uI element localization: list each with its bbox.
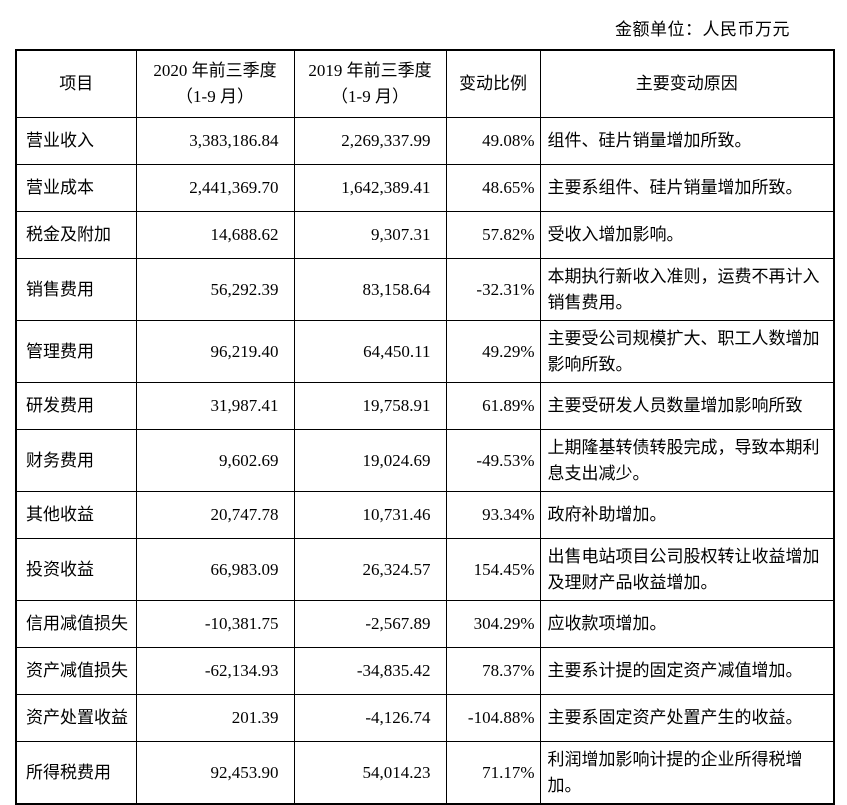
- cell-2019: -4,126.74: [293, 694, 447, 742]
- cell-2020: 96,219.40: [135, 320, 295, 383]
- cell-item: 信用减值损失: [15, 600, 137, 648]
- cell-change: -49.53%: [445, 429, 541, 492]
- cell-item: 营业成本: [15, 164, 137, 212]
- cell-item: 税金及附加: [15, 211, 137, 259]
- cell-2019: 19,024.69: [293, 429, 447, 492]
- column-header-2020: 2020 年前三季度 （1-9 月）: [135, 49, 295, 118]
- cell-reason: 上期隆基转债转股完成，导致本期利息支出减少。: [539, 429, 835, 492]
- column-header-2020-line2: （1-9 月）: [176, 87, 254, 106]
- column-header-reason: 主要变动原因: [539, 49, 835, 118]
- cell-reason: 组件、硅片销量增加所致。: [539, 117, 835, 165]
- cell-2019: 9,307.31: [293, 211, 447, 259]
- table-header-row: 项目 2020 年前三季度 （1-9 月） 2019 年前三季度 （1-9 月）…: [15, 49, 835, 118]
- cell-reason: 主要受研发人员数量增加影响所致: [539, 382, 835, 430]
- table-row: 税金及附加 14,688.62 9,307.31 57.82% 受收入增加影响。: [15, 211, 835, 259]
- cell-2020: 9,602.69: [135, 429, 295, 492]
- column-header-2019-line1: 2019 年前三季度: [308, 60, 432, 80]
- cell-2019: -34,835.42: [293, 647, 447, 695]
- cell-item: 资产处置收益: [15, 694, 137, 742]
- cell-item: 研发费用: [15, 382, 137, 430]
- cell-reason: 利润增加影响计提的企业所得税增加。: [539, 741, 835, 805]
- cell-reason: 主要系计提的固定资产减值增加。: [539, 647, 835, 695]
- table-row: 销售费用 56,292.39 83,158.64 -32.31% 本期执行新收入准则，运…: [15, 258, 835, 321]
- cell-2019: 19,758.91: [293, 382, 447, 430]
- cell-change: 49.29%: [445, 320, 541, 383]
- cell-reason: 受收入增加影响。: [539, 211, 835, 259]
- cell-change: -32.31%: [445, 258, 541, 321]
- table-row: 营业收入 3,383,186.84 2,269,337.99 49.08% 组件、硅片销…: [15, 117, 835, 165]
- table-row: 所得税费用 92,453.90 54,014.23 71.17% 利润增加影响计提的企业…: [15, 741, 835, 805]
- cell-item: 管理费用: [15, 320, 137, 383]
- column-header-2019-line2: （1-9 月）: [331, 87, 409, 106]
- cell-change: 49.08%: [445, 117, 541, 165]
- cell-change: 71.17%: [445, 741, 541, 805]
- table-row: 信用减值损失 -10,381.75 -2,567.89 304.29% 应收款项增加。: [15, 600, 835, 648]
- cell-item: 营业收入: [15, 117, 137, 165]
- cell-2020: -10,381.75: [135, 600, 295, 648]
- cell-change: 48.65%: [445, 164, 541, 212]
- table-body: 营业收入 3,383,186.84 2,269,337.99 49.08% 组件、硅片销…: [15, 117, 835, 805]
- cell-change: 61.89%: [445, 382, 541, 430]
- cell-2020: 14,688.62: [135, 211, 295, 259]
- cell-2019: 54,014.23: [293, 741, 447, 805]
- cell-item: 其他收益: [15, 491, 137, 539]
- column-header-2019: 2019 年前三季度 （1-9 月）: [293, 49, 447, 118]
- column-header-item: 项目: [15, 49, 137, 118]
- cell-2019: 83,158.64: [293, 258, 447, 321]
- table-row: 管理费用 96,219.40 64,450.11 49.29% 主要受公司规模扩大、职工…: [15, 320, 835, 383]
- cell-2019: 26,324.57: [293, 538, 447, 601]
- table-row: 研发费用 31,987.41 19,758.91 61.89% 主要受研发人员数量增加影…: [15, 382, 835, 430]
- cell-reason: 政府补助增加。: [539, 491, 835, 539]
- cell-2020: 31,987.41: [135, 382, 295, 430]
- cell-2020: 201.39: [135, 694, 295, 742]
- cell-reason: 主要系组件、硅片销量增加所致。: [539, 164, 835, 212]
- cell-reason: 本期执行新收入准则，运费不再计入销售费用。: [539, 258, 835, 321]
- cell-item: 财务费用: [15, 429, 137, 492]
- cell-2020: -62,134.93: [135, 647, 295, 695]
- column-header-2020-line1: 2020 年前三季度: [153, 60, 277, 80]
- amount-unit-note: 金额单位：人民币万元: [615, 20, 790, 39]
- cell-2019: 1,642,389.41: [293, 164, 447, 212]
- cell-2020: 92,453.90: [135, 741, 295, 805]
- cell-2020: 66,983.09: [135, 538, 295, 601]
- cell-reason: 出售电站项目公司股权转让收益增加及理财产品收益增加。: [539, 538, 835, 601]
- table-row: 财务费用 9,602.69 19,024.69 -49.53% 上期隆基转债转股完成，导…: [15, 429, 835, 492]
- table-row: 营业成本 2,441,369.70 1,642,389.41 48.65% 主要系组件、…: [15, 164, 835, 212]
- cell-2020: 2,441,369.70: [135, 164, 295, 212]
- cell-item: 资产减值损失: [15, 647, 137, 695]
- cell-change: 154.45%: [445, 538, 541, 601]
- cell-2019: -2,567.89: [293, 600, 447, 648]
- cell-change: 93.34%: [445, 491, 541, 539]
- cell-item: 投资收益: [15, 538, 137, 601]
- cell-2020: 56,292.39: [135, 258, 295, 321]
- cell-reason: 主要受公司规模扩大、职工人数增加影响所致。: [539, 320, 835, 383]
- column-header-change: 变动比例: [445, 49, 541, 118]
- cell-2020: 3,383,186.84: [135, 117, 295, 165]
- cell-2020: 20,747.78: [135, 491, 295, 539]
- cell-reason: 主要系固定资产处置产生的收益。: [539, 694, 835, 742]
- cell-change: -104.88%: [445, 694, 541, 742]
- table-row: 资产减值损失 -62,134.93 -34,835.42 78.37% 主要系计提的固定…: [15, 647, 835, 695]
- cell-2019: 2,269,337.99: [293, 117, 447, 165]
- cell-change: 57.82%: [445, 211, 541, 259]
- cell-reason: 应收款项增加。: [539, 600, 835, 648]
- cell-2019: 64,450.11: [293, 320, 447, 383]
- table-row: 资产处置收益 201.39 -4,126.74 -104.88% 主要系固定资产处置产生…: [15, 694, 835, 742]
- table-row: 其他收益 20,747.78 10,731.46 93.34% 政府补助增加。: [15, 491, 835, 539]
- cell-item: 销售费用: [15, 258, 137, 321]
- cell-change: 78.37%: [445, 647, 541, 695]
- cell-change: 304.29%: [445, 600, 541, 648]
- financial-changes-table: 项目 2020 年前三季度 （1-9 月） 2019 年前三季度 （1-9 月）…: [15, 49, 835, 805]
- cell-item: 所得税费用: [15, 741, 137, 805]
- table-row: 投资收益 66,983.09 26,324.57 154.45% 出售电站项目公司股权转…: [15, 538, 835, 601]
- cell-2019: 10,731.46: [293, 491, 447, 539]
